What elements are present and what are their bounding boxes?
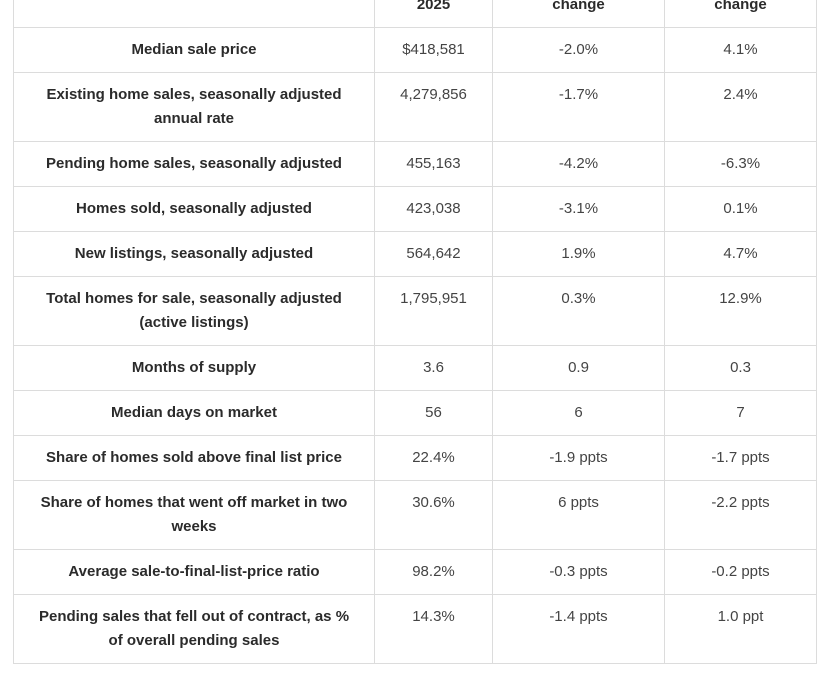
row-value: 564,642 (374, 231, 493, 277)
row-change-1: 6 (492, 390, 665, 436)
table-row: Median days on market 56 6 7 (13, 390, 817, 436)
table-row: Existing home sales, seasonally adjusted… (13, 72, 817, 142)
table-row: Share of homes that went off market in t… (13, 480, 817, 550)
row-value: 455,163 (374, 141, 493, 187)
table-row: Total homes for sale, seasonally adjuste… (13, 276, 817, 346)
row-change-1: -0.3 ppts (492, 549, 665, 595)
row-value: 423,038 (374, 186, 493, 232)
row-change-1: -1.4 ppts (492, 594, 665, 664)
row-value: 4,279,856 (374, 72, 493, 142)
row-value: 3.6 (374, 345, 493, 391)
row-change-2: 0.3 (664, 345, 817, 391)
header-metric (13, 0, 375, 28)
row-label: Homes sold, seasonally adjusted (13, 186, 375, 232)
row-change-2: -1.7 ppts (664, 435, 817, 481)
row-change-1: 0.9 (492, 345, 665, 391)
row-change-1: -1.9 ppts (492, 435, 665, 481)
housing-market-table: 2025 change change Median sale price $41… (13, 0, 817, 664)
row-value: 98.2% (374, 549, 493, 595)
row-label: Pending sales that fell out of contract,… (13, 594, 375, 664)
row-change-2: -6.3% (664, 141, 817, 187)
table-row: Average sale-to-final-list-price ratio 9… (13, 549, 817, 595)
row-change-1: -2.0% (492, 27, 665, 73)
row-change-1: 0.3% (492, 276, 665, 346)
row-label: Median days on market (13, 390, 375, 436)
row-change-2: 2.4% (664, 72, 817, 142)
row-label: Average sale-to-final-list-price ratio (13, 549, 375, 595)
row-label: Share of homes that went off market in t… (13, 480, 375, 550)
row-change-1: -4.2% (492, 141, 665, 187)
row-label: Share of homes sold above final list pri… (13, 435, 375, 481)
table-header-row: 2025 change change (13, 0, 817, 28)
table-row: Homes sold, seasonally adjusted 423,038 … (13, 186, 817, 232)
row-change-1: 1.9% (492, 231, 665, 277)
row-change-2: 4.1% (664, 27, 817, 73)
row-change-2: -0.2 ppts (664, 549, 817, 595)
row-change-1: -1.7% (492, 72, 665, 142)
table-row: Share of homes sold above final list pri… (13, 435, 817, 481)
row-label: Total homes for sale, seasonally adjuste… (13, 276, 375, 346)
row-change-1: -3.1% (492, 186, 665, 232)
row-value: 14.3% (374, 594, 493, 664)
row-value: 56 (374, 390, 493, 436)
table-row: Median sale price $418,581 -2.0% 4.1% (13, 27, 817, 73)
housing-market-table-container: 2025 change change Median sale price $41… (13, 0, 817, 664)
row-label: Median sale price (13, 27, 375, 73)
table-row: Months of supply 3.6 0.9 0.3 (13, 345, 817, 391)
header-change-2: change (664, 0, 817, 28)
row-change-2: 12.9% (664, 276, 817, 346)
header-value-2025: 2025 (374, 0, 493, 28)
row-change-2: 0.1% (664, 186, 817, 232)
table-row: Pending home sales, seasonally adjusted … (13, 141, 817, 187)
row-change-2: 4.7% (664, 231, 817, 277)
row-label: New listings, seasonally adjusted (13, 231, 375, 277)
row-value: $418,581 (374, 27, 493, 73)
row-value: 1,795,951 (374, 276, 493, 346)
row-label: Pending home sales, seasonally adjusted (13, 141, 375, 187)
row-change-2: -2.2 ppts (664, 480, 817, 550)
table-row: New listings, seasonally adjusted 564,64… (13, 231, 817, 277)
row-change-2: 1.0 ppt (664, 594, 817, 664)
row-value: 30.6% (374, 480, 493, 550)
row-label: Months of supply (13, 345, 375, 391)
row-label: Existing home sales, seasonally adjusted… (13, 72, 375, 142)
header-change-1: change (492, 0, 665, 28)
row-change-1: 6 ppts (492, 480, 665, 550)
row-value: 22.4% (374, 435, 493, 481)
row-change-2: 7 (664, 390, 817, 436)
table-row: Pending sales that fell out of contract,… (13, 594, 817, 664)
